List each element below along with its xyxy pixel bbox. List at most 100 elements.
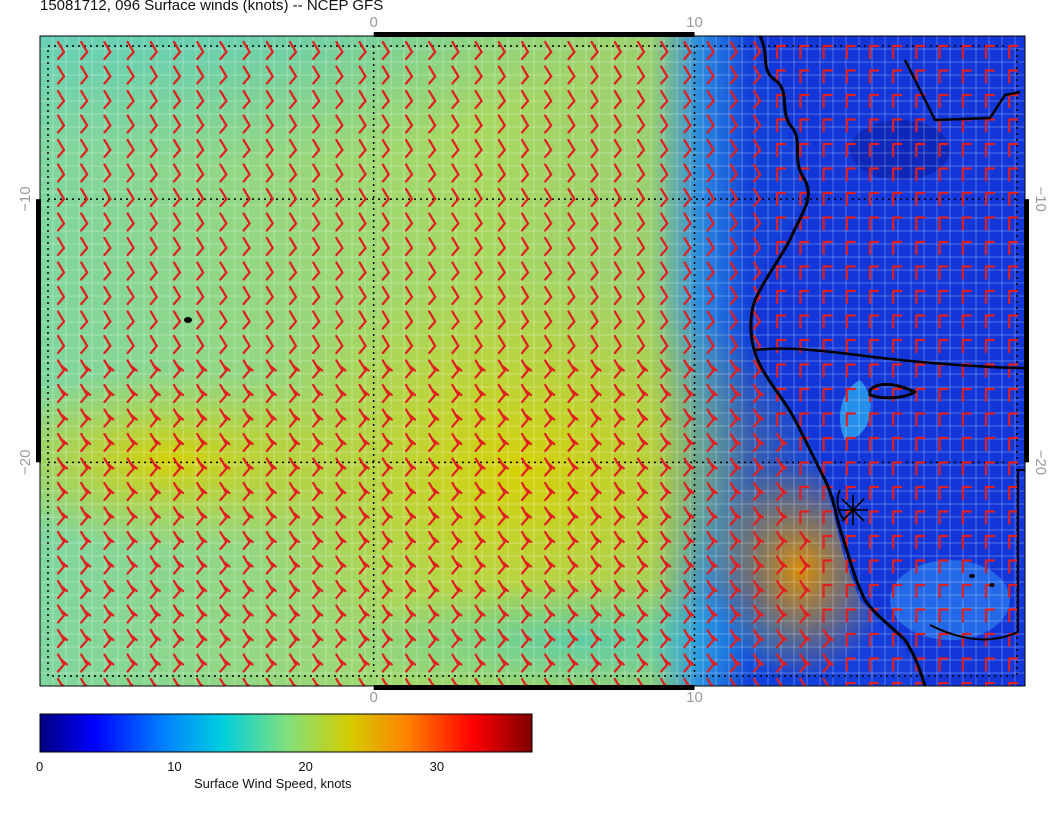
wind-barb <box>706 677 715 686</box>
wind-barb <box>729 138 739 159</box>
wind-barb <box>729 432 741 453</box>
wind-barb <box>799 314 810 329</box>
wind-barb <box>544 677 553 686</box>
wind-barb <box>822 677 831 686</box>
wind-barb <box>126 261 135 281</box>
wind-barb <box>590 481 602 502</box>
wind-barb <box>822 412 833 427</box>
wind-barb <box>845 363 856 378</box>
wind-barb <box>242 677 251 686</box>
wind-barb <box>172 628 185 649</box>
wind-barb <box>729 40 739 61</box>
wind-barb <box>196 138 205 159</box>
wind-barb <box>752 212 762 232</box>
wind-barb <box>381 359 393 379</box>
wind-barb <box>544 481 556 502</box>
wind-barb <box>149 114 159 134</box>
wind-barb <box>219 653 231 673</box>
wind-barb <box>428 481 440 502</box>
wind-barb <box>404 65 414 85</box>
wind-barb <box>1008 510 1019 525</box>
wind-barb <box>822 44 833 60</box>
wind-barb <box>56 481 69 502</box>
wind-barb <box>288 236 298 257</box>
wind-barb <box>520 530 533 551</box>
wind-barb <box>1008 314 1019 329</box>
wind-barb <box>335 285 344 306</box>
wind-barb <box>312 506 324 526</box>
wind-barb <box>660 261 669 281</box>
wind-barb <box>1008 69 1019 84</box>
wind-barb <box>613 310 623 330</box>
colorbar-tick-label: 10 <box>167 759 182 774</box>
wind-barb <box>451 628 463 649</box>
wind-barb <box>1008 167 1019 182</box>
wind-barb <box>451 65 460 85</box>
wind-barb <box>265 457 277 477</box>
wind-barb <box>776 677 785 686</box>
wind-barb <box>938 632 949 648</box>
wind-barb <box>196 40 205 61</box>
wind-barb <box>126 285 135 306</box>
wind-barb <box>613 187 623 208</box>
wind-barb <box>288 187 298 208</box>
wind-barb <box>288 285 298 306</box>
wind-barb <box>404 530 417 551</box>
wind-barb <box>683 530 695 551</box>
wind-barb <box>428 628 440 649</box>
wind-barb <box>381 481 393 502</box>
wind-barb <box>822 314 833 329</box>
wind-barb <box>636 114 646 134</box>
wind-barb <box>404 212 414 232</box>
wind-barb <box>474 212 483 232</box>
wind-barb <box>126 604 138 624</box>
wind-barb <box>683 628 695 649</box>
wind-barb <box>544 187 553 208</box>
wind-barb <box>892 69 903 84</box>
wind-barb <box>892 265 903 280</box>
wind-barb <box>892 142 903 158</box>
wind-barb <box>1032 659 1040 671</box>
wind-barb <box>636 65 646 85</box>
wind-barb <box>381 187 391 208</box>
wind-barb <box>799 485 810 501</box>
wind-barb <box>103 579 115 600</box>
wind-barb <box>961 69 972 84</box>
wind-barb <box>149 408 161 428</box>
wind-barb <box>149 261 159 281</box>
wind-barb <box>729 212 739 232</box>
wind-barb <box>984 44 996 60</box>
wind-barb <box>474 65 483 85</box>
wind-barb <box>660 653 672 673</box>
wind-barb <box>567 432 579 453</box>
wind-barb <box>683 334 692 355</box>
wind-barb <box>1008 216 1019 231</box>
wind-barb <box>683 261 692 281</box>
lat-tick-label-left: −10 <box>17 186 34 211</box>
wind-barb <box>288 334 298 355</box>
wind-barb <box>335 432 347 453</box>
wind-barb <box>544 212 553 232</box>
wind-barb <box>451 604 463 624</box>
wind-barb <box>219 604 231 624</box>
wind-barb <box>845 118 856 133</box>
wind-barb <box>1008 387 1019 403</box>
wind-barb <box>660 212 669 232</box>
colorbar-title: Surface Wind Speed, knots <box>194 776 352 791</box>
wind-barb <box>520 236 530 257</box>
wind-barb <box>126 359 138 379</box>
wind-barb <box>961 338 972 354</box>
wind-barb <box>706 432 718 453</box>
wind-barb <box>103 359 115 379</box>
wind-barb <box>544 383 556 404</box>
wind-barb <box>567 555 579 575</box>
wind-barb <box>660 383 672 404</box>
wind-barb <box>961 387 972 403</box>
wind-barb <box>381 236 391 257</box>
wind-barb <box>706 334 715 355</box>
wind-barb <box>799 142 810 158</box>
wind-barb <box>822 69 833 84</box>
wind-barb <box>822 93 833 109</box>
wind-barb <box>822 118 833 133</box>
wind-barb <box>799 579 811 600</box>
